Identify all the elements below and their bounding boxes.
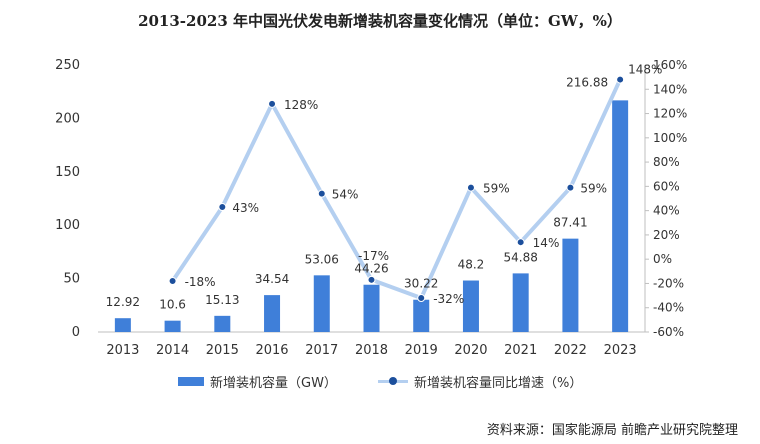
bar-value-label-2015: 15.13 xyxy=(205,293,239,307)
bar-2021 xyxy=(512,273,529,332)
x-tick-label: 2022 xyxy=(554,343,587,358)
bar-2022 xyxy=(562,238,579,332)
legend-marker-dot xyxy=(389,376,397,385)
left-y-tick-label: 200 xyxy=(55,111,80,126)
legend-label-growth: 新增装机容量同比增速（%） xyxy=(414,376,583,391)
bar-value-label-2019: 30.22 xyxy=(404,277,438,291)
growth-point-2019 xyxy=(417,294,426,303)
right-y-tick-label: 100% xyxy=(653,131,687,145)
legend-line-swatch xyxy=(378,376,408,387)
growth-label-2020: 59% xyxy=(483,182,510,196)
growth-label-2023: 148% xyxy=(628,63,662,77)
growth-label-2022: 59% xyxy=(580,182,607,196)
right-y-tick-label: 0% xyxy=(653,252,672,266)
bar-2014 xyxy=(164,320,181,332)
growth-label-2018: -17% xyxy=(358,249,389,263)
right-y-tick-label: -20% xyxy=(653,276,684,290)
bar-2019 xyxy=(413,299,430,332)
growth-point-2023 xyxy=(616,75,625,84)
growth-point-2017 xyxy=(317,189,326,198)
legend-label-capacity: 新增装机容量（GW） xyxy=(210,376,337,391)
x-tick-label: 2014 xyxy=(156,343,189,358)
source-note: 资料来源：国家能源局 前瞻产业研究院整理 xyxy=(486,423,738,438)
bar-value-label-2023: 216.88 xyxy=(566,75,608,89)
bar-value-label-2017: 53.06 xyxy=(305,252,339,266)
left-y-tick-label: 250 xyxy=(55,58,80,73)
chart-title: 2013-2023 年中国光伏发电新增装机容量变化情况（单位：GW，%） xyxy=(138,12,622,30)
bar-2016 xyxy=(264,295,281,332)
right-y-tick-label: 40% xyxy=(653,204,680,218)
right-y-tick-label: 60% xyxy=(653,179,680,193)
right-y-tick-label: 140% xyxy=(653,82,687,96)
growth-point-2015 xyxy=(218,202,227,211)
legend-item-growth: 新增装机容量同比增速（%） xyxy=(378,372,582,391)
right-y-tick-label: -60% xyxy=(653,325,684,339)
right-y-tick-label: 160% xyxy=(653,58,687,72)
growth-label-2017: 54% xyxy=(332,188,359,202)
bar-series xyxy=(114,100,629,332)
left-y-tick-label: 100 xyxy=(55,218,80,233)
bar-value-label-2022: 87.41 xyxy=(553,216,587,230)
x-tick-label: 2013 xyxy=(106,343,139,358)
bar-2020 xyxy=(462,280,479,332)
growth-line xyxy=(170,78,622,301)
x-tick-label: 2015 xyxy=(206,343,239,358)
growth-label-2021: 14% xyxy=(533,236,560,250)
left-y-tick-label: 150 xyxy=(55,165,80,180)
growth-point-2016 xyxy=(268,99,277,108)
left-y-tick-label: 0 xyxy=(72,325,80,340)
growth-point-2014 xyxy=(168,277,177,286)
x-tick-label: 2021 xyxy=(504,343,537,358)
right-y-tick-label: -40% xyxy=(653,301,684,315)
bar-2013 xyxy=(114,318,131,332)
bar-2015 xyxy=(214,315,231,332)
growth-label-2016: 128% xyxy=(284,98,318,112)
bar-value-label-2014: 10.6 xyxy=(159,298,186,312)
axes: 0 50 100 150 200 250 -60% -40% -20% 0% 20% 40% 60% 80… xyxy=(55,58,687,358)
right-y-tick-label: 20% xyxy=(653,228,680,242)
bar-value-label-2018: 44.26 xyxy=(354,262,388,276)
bar-value-label-2013: 12.92 xyxy=(106,295,140,309)
data-labels: 12.92 10.6 15.13 34.54 53.06 44.26 30.22 48.2 54… xyxy=(106,63,663,312)
x-tick-label: 2016 xyxy=(255,343,288,358)
growth-point-2021 xyxy=(516,238,525,247)
left-y-tick-label: 50 xyxy=(63,272,80,287)
bar-2017 xyxy=(313,275,330,332)
growth-point-2020 xyxy=(466,183,475,192)
growth-label-2015: 43% xyxy=(232,201,259,215)
growth-label-2019: -32% xyxy=(433,292,464,306)
legend-bar-swatch xyxy=(178,377,204,386)
x-tick-label: 2020 xyxy=(454,343,487,358)
growth-point-2018 xyxy=(367,275,376,284)
legend-item-capacity: 新增装机容量（GW） xyxy=(178,372,337,391)
bar-value-label-2021: 54.88 xyxy=(504,250,538,264)
bar-2023 xyxy=(612,100,629,332)
x-tick-label: 2023 xyxy=(604,343,637,358)
bar-2018 xyxy=(363,284,380,332)
x-tick-label: 2017 xyxy=(305,343,338,358)
growth-line-series xyxy=(168,75,625,303)
right-y-tick-label: 120% xyxy=(653,107,687,121)
right-y-tick-label: 80% xyxy=(653,155,680,169)
growth-point-2022 xyxy=(566,183,575,192)
x-tick-label: 2019 xyxy=(405,343,438,358)
x-tick-label: 2018 xyxy=(355,343,388,358)
growth-label-2014: -18% xyxy=(185,275,216,289)
bar-value-label-2016: 34.54 xyxy=(255,272,289,286)
bar-value-label-2020: 48.2 xyxy=(458,258,485,272)
